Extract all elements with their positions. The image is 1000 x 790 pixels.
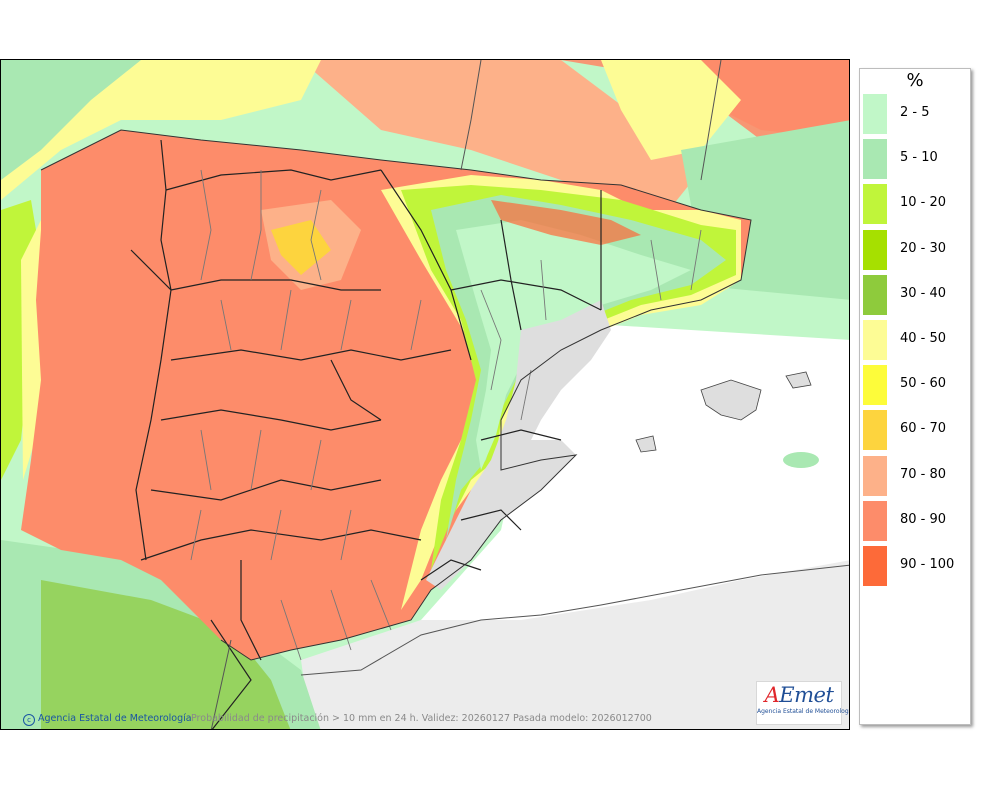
legend-item: 10 - 20 bbox=[863, 181, 968, 225]
legend-item: 60 - 70 bbox=[863, 407, 968, 451]
legend-item: 2 - 5 bbox=[863, 91, 968, 134]
coastline bbox=[40, 129, 752, 661]
legend-item: 90 - 100 bbox=[863, 543, 968, 586]
legend-swatch bbox=[863, 410, 887, 451]
atlantic-green-zone bbox=[1, 60, 141, 180]
credit-text: Agencia Estatal de Meteorología bbox=[38, 713, 192, 724]
menorca-island bbox=[785, 371, 812, 389]
copyright-icon: c bbox=[23, 714, 35, 726]
legend-label: 60 - 70 bbox=[900, 421, 947, 437]
legend-swatch bbox=[863, 139, 887, 180]
legend-unit: % bbox=[906, 70, 924, 91]
balearic-sea-green-patch bbox=[783, 452, 819, 468]
biscay-orange-zone bbox=[301, 60, 701, 220]
legend-item: 5 - 10 bbox=[863, 136, 968, 180]
legend-swatch bbox=[863, 365, 887, 406]
legend-swatch bbox=[863, 500, 887, 541]
legend-label: 2 - 5 bbox=[900, 105, 930, 120]
legend-label: 90 - 100 bbox=[900, 557, 955, 572]
legend-swatch bbox=[863, 229, 887, 270]
legend-label: 20 - 30 bbox=[900, 240, 947, 256]
legend-label: 80 - 90 bbox=[900, 511, 947, 527]
north-africa-landmass bbox=[301, 560, 849, 729]
legend-item: 40 - 50 bbox=[863, 317, 968, 360]
legend-label: 70 - 80 bbox=[900, 466, 947, 482]
legend-swatch bbox=[863, 94, 887, 134]
mallorca-island bbox=[700, 379, 762, 421]
legend-label: 30 - 40 bbox=[900, 285, 947, 301]
legend-swatch bbox=[863, 455, 887, 496]
legend-panel: % 2 - 5 5 - 10 10 - 20 20 - 30 30 - 40 40 - 5… bbox=[859, 68, 971, 725]
legend-label: 10 - 20 bbox=[900, 195, 947, 211]
aemet-logo: AEmet Agencia Estatal de Meteorología bbox=[756, 681, 849, 725]
legend-swatch bbox=[863, 546, 887, 586]
legend-item: 70 - 80 bbox=[863, 453, 968, 496]
legend-label: 50 - 60 bbox=[900, 376, 947, 392]
legend-item: 30 - 40 bbox=[863, 272, 968, 315]
legend-label: 5 - 10 bbox=[900, 150, 938, 166]
france-yellow-zone bbox=[601, 60, 741, 160]
legend-item: 50 - 60 bbox=[863, 362, 968, 406]
north-africa-coast bbox=[300, 564, 849, 676]
france-border-west bbox=[460, 60, 482, 171]
aemet-credit: c Agencia Estatal de Meteorología bbox=[23, 713, 192, 726]
legend-swatch bbox=[863, 184, 887, 225]
legend-swatch bbox=[863, 274, 887, 315]
province-borders bbox=[190, 169, 702, 661]
legend-swatch bbox=[863, 320, 887, 360]
ibiza-island bbox=[635, 435, 657, 453]
map-canvas bbox=[1, 60, 849, 729]
gibraltar-border bbox=[210, 639, 232, 729]
precipitation-probability-map: c Agencia Estatal de Meteorología Probabi… bbox=[0, 59, 850, 730]
legend-item: 20 - 30 bbox=[863, 227, 968, 270]
legend-label: 40 - 50 bbox=[900, 331, 947, 346]
legend-item: 80 - 90 bbox=[863, 498, 968, 541]
france-border-east bbox=[700, 60, 722, 181]
pyrenees-red-band bbox=[491, 200, 641, 245]
spain-portugal-border bbox=[130, 249, 172, 561]
gulf-cadiz-olive-zone bbox=[41, 580, 291, 729]
map-caption: Probabilidad de precipitación > 10 mm en… bbox=[191, 713, 652, 724]
